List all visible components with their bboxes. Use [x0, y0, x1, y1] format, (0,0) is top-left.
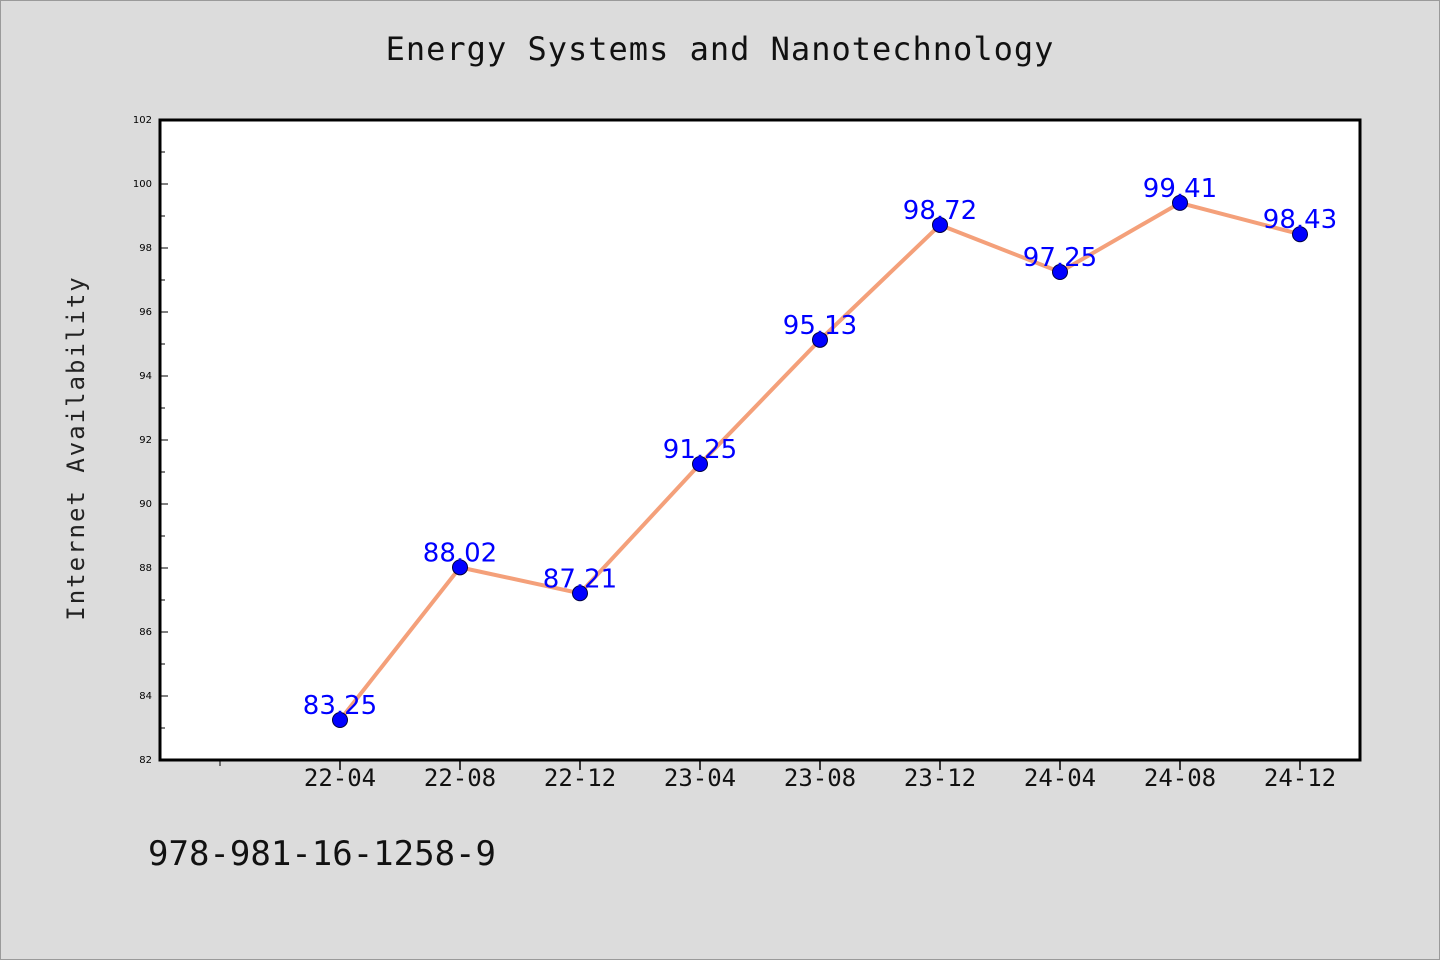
y-tick-label: 100	[133, 179, 152, 190]
x-tick-label: 24-04	[1024, 764, 1096, 792]
y-tick-label: 86	[139, 627, 152, 638]
x-tick-label: 23-08	[784, 764, 856, 792]
y-tick-label: 98	[139, 243, 152, 254]
y-tick-label: 90	[139, 499, 152, 510]
y-tick-label: 82	[139, 755, 152, 766]
data-point	[692, 456, 708, 472]
data-label: 99.41	[1143, 174, 1217, 204]
data-label: 88.02	[423, 538, 497, 568]
data-point	[812, 331, 828, 348]
data-label: 83.25	[303, 691, 377, 721]
data-point	[1052, 264, 1068, 280]
isbn-code: 978-981-16-1258-9	[148, 834, 496, 874]
chart-title: Energy Systems and Nanotechnology	[385, 30, 1055, 68]
x-tick-label: 22-08	[424, 764, 496, 792]
y-tick-label: 92	[139, 435, 152, 446]
data-label: 91.25	[663, 435, 737, 465]
x-tick-label: 24-12	[1264, 764, 1336, 792]
x-tick-label: 23-12	[904, 764, 976, 792]
x-tick-label: 22-12	[544, 764, 616, 792]
x-tick-label: 23-04	[664, 764, 736, 792]
x-axis: 22-04 22-08 22-12 23-04 23-08 23-12 24-04 24-08…	[219, 760, 1336, 792]
plot-area	[158, 118, 1362, 762]
data-point	[1292, 226, 1308, 243]
data-point	[452, 559, 468, 576]
x-tick-label: 24-08	[1144, 764, 1216, 792]
x-tick-label: 22-04	[304, 764, 376, 792]
series-group: 83.25 88.02 87.21 91.25 95.13 98.72 97.25 99.41…	[303, 174, 1337, 728]
y-axis: 82 84 86 88 90 92 94 96 98 100 102	[133, 115, 168, 766]
data-point	[1172, 194, 1188, 211]
data-point	[932, 216, 948, 233]
y-tick-label: 96	[139, 307, 152, 318]
data-label: 95.13	[783, 311, 857, 341]
data-label: 98.43	[1263, 205, 1337, 235]
data-label: 87.21	[543, 564, 617, 594]
y-tick-label: 102	[133, 115, 152, 126]
data-label: 97.25	[1023, 243, 1097, 273]
data-point	[572, 585, 588, 602]
y-tick-label: 94	[139, 371, 152, 382]
y-tick-label: 88	[139, 563, 152, 574]
y-tick-label: 84	[139, 691, 152, 702]
data-label: 98.72	[903, 196, 977, 226]
data-point	[332, 712, 348, 728]
